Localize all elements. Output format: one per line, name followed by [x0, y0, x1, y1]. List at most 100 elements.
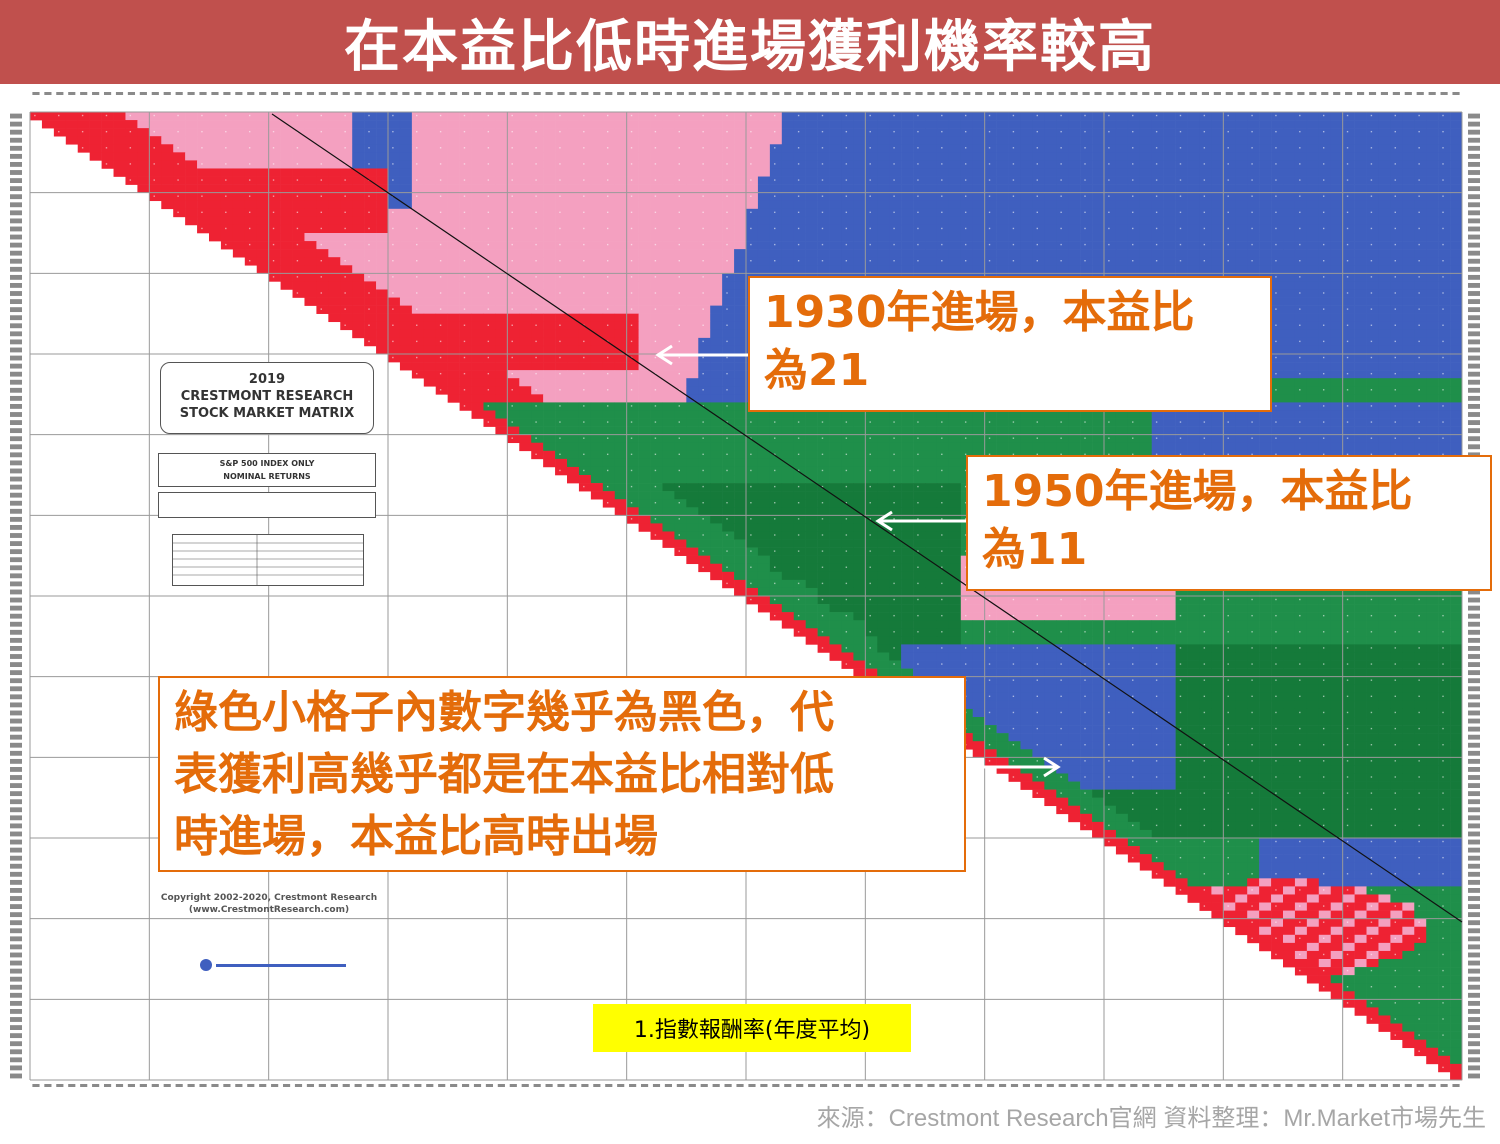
- matrix-cell: [1044, 200, 1057, 210]
- matrix-cell-value: [1418, 421, 1420, 423]
- matrix-cell: [399, 233, 413, 242]
- matrix-cell-value: [917, 114, 919, 117]
- matrix-cell: [614, 329, 627, 339]
- matrix-cell-value: [988, 243, 991, 246]
- matrix-cell-value: [1442, 389, 1444, 391]
- matrix-cell: [1211, 233, 1224, 242]
- matrix-cell: [149, 176, 162, 185]
- matrix-cell: [567, 410, 580, 419]
- matrix-cell: [1044, 426, 1057, 435]
- matrix-cell: [674, 337, 687, 347]
- matrix-cell-value: [225, 114, 227, 117]
- matrix-cell: [1032, 410, 1045, 419]
- matrix-cell: [555, 289, 568, 298]
- matrix-cell: [960, 208, 974, 218]
- matrix-cell: [722, 418, 735, 427]
- matrix-cell: [602, 144, 616, 153]
- matrix-cell-value: [1299, 372, 1301, 375]
- matrix-cell-value: [964, 195, 967, 197]
- matrix-cell: [328, 120, 341, 129]
- matrix-cell-value: [1394, 405, 1396, 407]
- matrix-cell: [1163, 265, 1176, 274]
- matrix-cell-value: [272, 130, 275, 133]
- matrix-cell-value: [1346, 130, 1349, 133]
- matrix-cell: [340, 257, 353, 266]
- matrix-cell: [1426, 112, 1439, 121]
- matrix-cell: [1211, 152, 1224, 161]
- matrix-cell: [1390, 241, 1403, 250]
- matrix-cell: [1283, 297, 1296, 306]
- matrix-cell: [507, 160, 520, 169]
- matrix-cell: [1414, 136, 1427, 145]
- matrix-cell: [1163, 136, 1176, 145]
- matrix-cell-value: [1036, 421, 1038, 423]
- matrix-cell-value: [463, 211, 466, 214]
- matrix-cell: [1294, 152, 1308, 161]
- matrix-cell-value: [439, 163, 442, 165]
- matrix-cell-value: [559, 260, 561, 262]
- matrix-cell: [698, 224, 711, 234]
- matrix-cell: [1092, 128, 1105, 137]
- matrix-cell: [1032, 144, 1045, 153]
- matrix-cell: [1283, 208, 1296, 218]
- matrix-cell-value: [153, 195, 155, 197]
- matrix-cell: [388, 354, 401, 363]
- matrix-cell: [435, 354, 448, 363]
- matrix-cell: [662, 386, 675, 395]
- matrix-cell: [901, 410, 914, 419]
- matrix-cell: [1080, 144, 1093, 153]
- matrix-cell-value: [368, 195, 370, 197]
- matrix-cell-value: [1012, 243, 1015, 246]
- matrix-cell: [173, 152, 186, 161]
- matrix-cell-value: [1084, 421, 1086, 423]
- matrix-cell: [292, 273, 305, 282]
- matrix-cell: [853, 192, 866, 202]
- matrix-cell: [1390, 321, 1403, 331]
- matrix-cell: [1294, 136, 1308, 145]
- matrix-cell-value: [1394, 308, 1396, 310]
- matrix-cell: [1390, 345, 1403, 355]
- matrix-cell-value: [583, 389, 585, 391]
- matrix-cell: [483, 144, 496, 153]
- matrix-cell: [1235, 160, 1248, 169]
- matrix-cell-value: [1275, 147, 1277, 149]
- matrix-cell: [1378, 120, 1391, 129]
- matrix-cell: [495, 120, 508, 129]
- matrix-cell: [1402, 418, 1415, 427]
- matrix-cell-value: [463, 179, 466, 181]
- matrix-cell-value: [583, 179, 585, 181]
- matrix-cell: [483, 297, 496, 306]
- matrix-cell: [328, 128, 341, 137]
- matrix-cell: [1342, 257, 1355, 266]
- matrix-cell: [1426, 305, 1439, 314]
- matrix-cell: [578, 168, 592, 177]
- matrix-cell: [555, 216, 568, 226]
- matrix-cell: [1354, 402, 1367, 411]
- matrix-cell: [710, 112, 723, 121]
- matrix-cell: [614, 410, 627, 419]
- matrix-cell: [602, 281, 616, 290]
- matrix-cell: [531, 184, 544, 193]
- matrix-cell-value: [463, 308, 466, 310]
- matrix-cell: [435, 386, 448, 395]
- matrix-cell: [889, 418, 902, 427]
- matrix-cell: [1366, 370, 1379, 379]
- matrix-cell: [53, 120, 67, 129]
- matrix-cell-value: [296, 260, 299, 262]
- matrix-cell: [889, 144, 902, 153]
- matrix-cell: [865, 136, 878, 145]
- matrix-cell: [340, 192, 353, 202]
- matrix-cell: [853, 410, 866, 419]
- matrix-cell: [1342, 370, 1355, 379]
- matrix-cell: [960, 241, 974, 250]
- matrix-cell: [328, 305, 341, 314]
- matrix-cell: [650, 249, 663, 258]
- matrix-cell: [1163, 224, 1176, 234]
- matrix-cell: [1151, 160, 1164, 169]
- matrix-cell: [901, 136, 914, 145]
- matrix-cell: [1127, 410, 1141, 419]
- matrix-cell: [1044, 241, 1057, 250]
- matrix-cell: [1294, 378, 1308, 387]
- matrix-cell: [1330, 305, 1343, 314]
- matrix-cell-value: [583, 292, 585, 294]
